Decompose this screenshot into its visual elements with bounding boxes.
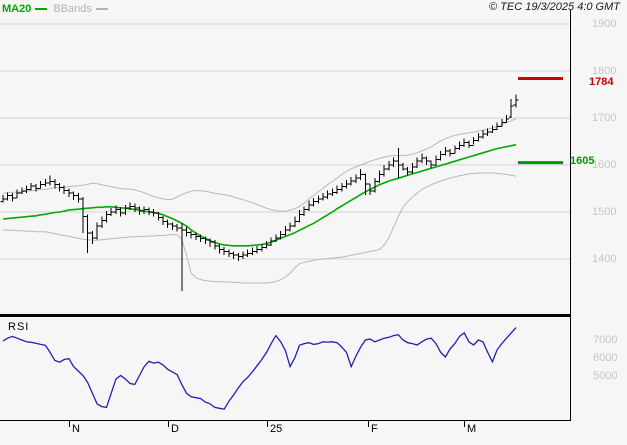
- time-axis-label: D: [171, 423, 179, 435]
- ma20-line-swatch: [35, 8, 48, 10]
- price-axis-label: 1700: [592, 112, 617, 124]
- ma20-line: [2, 144, 517, 247]
- time-axis-label: F: [371, 423, 378, 435]
- rsi-line: [2, 327, 517, 410]
- legend: MA20 BBands: [2, 2, 114, 16]
- resistance-level-label: 1784: [589, 76, 614, 88]
- price-axis-label: 1800: [592, 65, 617, 77]
- price-axis-label: 1500: [592, 206, 617, 218]
- price-axis-label: 1900: [592, 18, 617, 30]
- bollinger-lower-line: [2, 172, 517, 284]
- rsi-axis-label: 6000: [593, 352, 618, 364]
- time-axis-label: N: [72, 423, 80, 435]
- rsi-axis-label: 5000: [593, 370, 618, 382]
- price-axis-label: 1400: [592, 253, 617, 265]
- price-axis-label: 1600: [592, 159, 617, 171]
- grid-lines: [0, 23, 570, 260]
- legend-bbands-label: BBands: [53, 3, 92, 15]
- bbands-line-swatch: [95, 8, 108, 10]
- copyright-text: © TEC 19/3/2025 4:0 GMT: [489, 1, 620, 13]
- ohlc-bars: [0, 94, 519, 291]
- bollinger-upper-line: [2, 118, 517, 212]
- support-level-label: 1605: [570, 155, 595, 167]
- legend-ma20-label: MA20: [2, 3, 32, 15]
- time-axis-label: M: [467, 423, 477, 435]
- time-axis-label: 25: [270, 423, 283, 435]
- chart-border: [0, 10, 571, 427]
- rsi-axis-label: 7000: [593, 334, 618, 346]
- rsi-panel-title: RSI: [8, 321, 30, 333]
- time-axis-ticks: [69, 420, 465, 427]
